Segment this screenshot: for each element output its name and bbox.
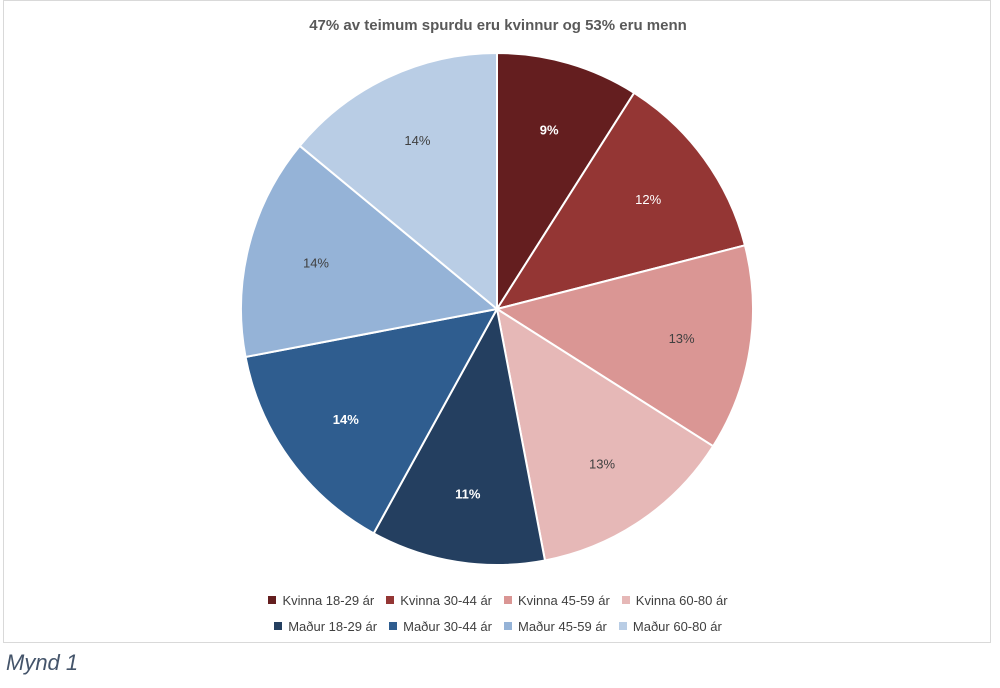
slice-value-label: 14% <box>333 412 359 427</box>
chart-frame: 47% av teimum spurdu eru kvinnur og 53% … <box>3 0 991 643</box>
pie-slice <box>494 244 754 448</box>
slice-value-label: 12% <box>635 192 661 207</box>
pie-slice <box>244 307 499 535</box>
slice-value-label: 13% <box>589 457 615 472</box>
legend-item: Maður 45-59 ár <box>504 619 607 634</box>
pie-chart: 9% 12% 13% 13% 11% 14% 14% 14% <box>240 51 754 566</box>
legend-label: Kvinna 60-80 ár <box>635 592 728 608</box>
pie-slice <box>494 91 747 311</box>
pie-slice <box>495 306 715 562</box>
legend-item: Kvinna 60-80 ár <box>621 592 728 608</box>
legend-label: Maður 30-44 ár <box>403 618 492 634</box>
legend-item: Maður 60-80 ár <box>618 618 722 634</box>
legend: Kvinna 18-29 ár Kvinna 30-44 ár Kvinna 45-… <box>4 587 992 639</box>
legend-label: Maður 18-29 ár <box>288 618 378 634</box>
legend-label: Maður 45-59 ár <box>518 618 607 634</box>
legend-swatch <box>621 596 630 604</box>
slice-value-label: 13% <box>669 331 695 346</box>
legend-item: Kvinna 30-44 ár <box>386 593 492 608</box>
slice-value-label: 9% <box>540 123 559 138</box>
legend-item: Maður 18-29 ár <box>274 619 377 634</box>
legend-row-men: Maður 18-29 ár Maður 30-44 ár Maður 45-59 … <box>4 613 992 639</box>
legend-swatch <box>389 622 398 630</box>
legend-swatch <box>268 596 277 604</box>
legend-label: Kvinna 30-44 ár <box>400 592 492 608</box>
legend-swatch <box>618 622 627 630</box>
legend-swatch <box>274 622 283 630</box>
legend-label: Kvinna 45-59 ár <box>518 592 610 608</box>
legend-swatch <box>386 596 395 604</box>
legend-item: Kvinna 45-59 ár <box>504 593 610 608</box>
pie-slice <box>496 51 636 313</box>
pie-slice <box>240 144 500 359</box>
legend-label: Maður 60-80 ár <box>632 618 722 634</box>
slice-value-label: 11% <box>455 487 481 502</box>
slice-value-label: 14% <box>303 256 329 271</box>
legend-swatch <box>504 622 512 630</box>
figure-caption: Mynd 1 <box>6 650 79 675</box>
slice-value-label: 14% <box>404 133 430 148</box>
legend-item: Maður 30-44 ár <box>389 619 492 634</box>
legend-item: Kvinna 18-29 ár <box>268 593 374 608</box>
pie-slice <box>298 51 498 312</box>
legend-swatch <box>504 596 512 604</box>
legend-label: Kvinna 18-29 ár <box>282 592 375 608</box>
chart-title: 47% av teimum spurdu eru kvinnur og 53% … <box>309 17 687 34</box>
legend-row-women: Kvinna 18-29 ár Kvinna 30-44 ár Kvinna 45-… <box>4 587 992 613</box>
pie-slice <box>372 306 547 566</box>
